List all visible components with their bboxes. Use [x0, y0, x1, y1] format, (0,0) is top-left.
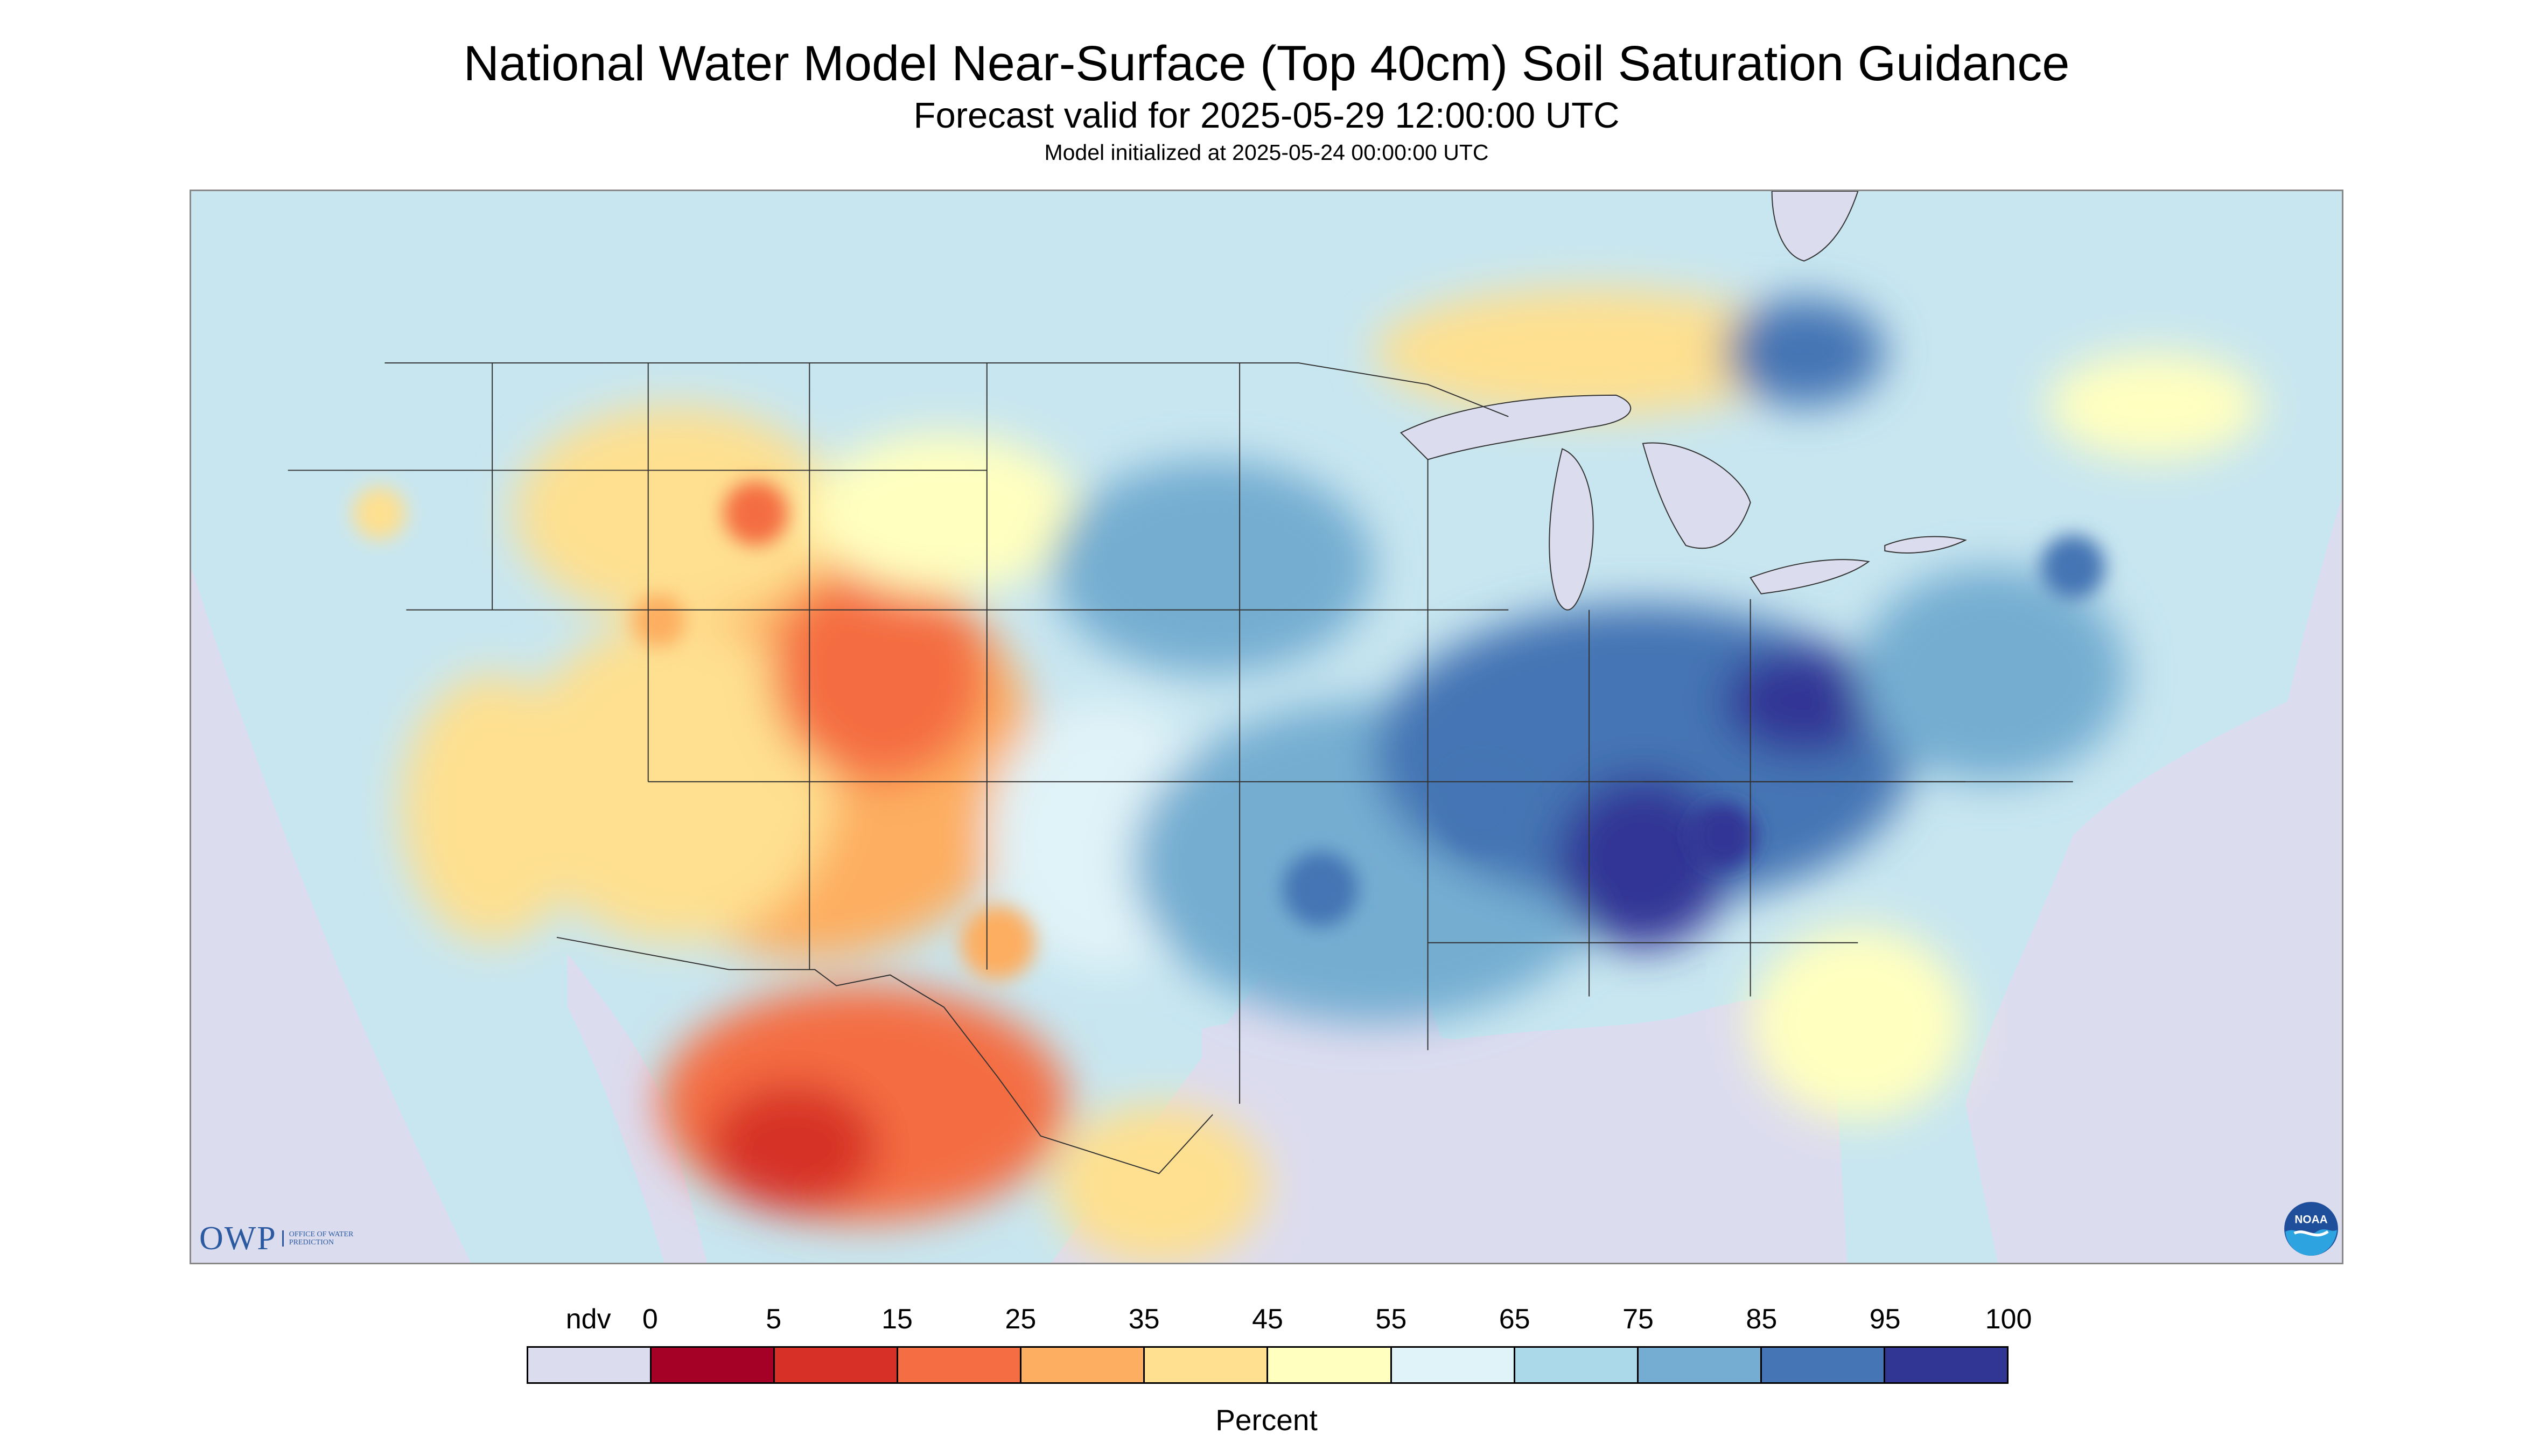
legend-swatch [1638, 1348, 1762, 1382]
legend-swatch [1391, 1348, 1515, 1382]
gulf-of-california [567, 953, 708, 1263]
legend-swatch [652, 1348, 775, 1382]
legend-tick-label: 5 [766, 1304, 782, 1335]
hudson-bay [1771, 191, 1859, 262]
atlantic-ocean [1965, 497, 2342, 1263]
legend-swatch [1515, 1348, 1639, 1382]
legend-swatch [1021, 1348, 1145, 1382]
political-boundaries [288, 362, 2073, 1174]
gulf-of-mexico [1202, 999, 1848, 1263]
map-canvas [191, 191, 2342, 1263]
map-title: National Water Model Near-Surface (Top 4… [463, 36, 2070, 91]
forecast-valid-subtitle: Forecast valid for 2025-05-29 12:00:00 U… [913, 95, 1620, 136]
lake-michigan [1549, 448, 1594, 611]
lake-ontario [1884, 536, 1967, 554]
legend-swatch [1145, 1348, 1269, 1382]
soil-saturation-map [190, 190, 2343, 1264]
model-init-line: Model initialized at 2025-05-24 00:00:00… [1044, 140, 1489, 165]
legend-tick-label: 85 [1746, 1304, 1778, 1335]
us-mexico-border [556, 936, 1213, 1174]
legend-tick-label: 65 [1499, 1304, 1530, 1335]
saturation-detail [352, 481, 2105, 981]
legend-tick-label: 75 [1622, 1304, 1654, 1335]
legend-tick-label: 0 [642, 1304, 658, 1335]
legend-swatch [1761, 1348, 1885, 1382]
noaa-logo: NOAA [2284, 1202, 2338, 1256]
legend-tick-label: 25 [1005, 1304, 1037, 1335]
noaa-logo-text: NOAA [2294, 1214, 2327, 1226]
legend-swatch [898, 1348, 1022, 1382]
legend-label-ndv: ndv [565, 1304, 611, 1335]
legend-tick-label: 95 [1869, 1304, 1901, 1335]
owp-logo: OWP OFFICE OF WATER PREDICTION [199, 1220, 365, 1257]
color-legend [527, 1346, 2009, 1384]
owp-subtext: OFFICE OF WATER PREDICTION [282, 1230, 365, 1247]
legend-swatch-ndv [528, 1348, 652, 1382]
legend-swatch [1885, 1348, 2007, 1382]
us-canada-border [384, 362, 1509, 417]
legend-tick-label: 35 [1128, 1304, 1160, 1335]
great-lakes [1400, 191, 1967, 611]
legend-units: Percent [1215, 1403, 1318, 1437]
legend-tick-label: 45 [1252, 1304, 1283, 1335]
legend-swatch [1268, 1348, 1392, 1382]
lake-huron [1642, 442, 1751, 549]
owp-wordmark: OWP [199, 1220, 277, 1257]
legend-tick-label: 100 [1985, 1304, 2032, 1335]
legend-swatch [775, 1348, 899, 1382]
legend-tick-label: 55 [1375, 1304, 1407, 1335]
legend-tick-label: 15 [881, 1304, 913, 1335]
lake-erie [1750, 559, 1870, 594]
